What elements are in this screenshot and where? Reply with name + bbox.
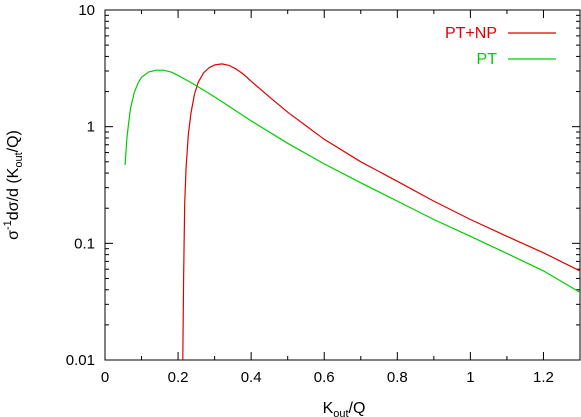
legend-label-pt-np: PT+NP [445,25,497,42]
x-axis-label: Kout/Q [323,400,366,417]
plot-frame [104,9,581,361]
x-tick-label: 1.2 [533,369,554,386]
x-tick-label: 0.6 [314,369,335,386]
x-tick-label: 0.2 [168,369,189,386]
legend-label-pt: PT [477,51,498,68]
y-tick-label: 0.01 [66,352,95,369]
x-tick-label: 0.8 [387,369,408,386]
series-lines [124,63,581,361]
series-line-pt [124,69,581,293]
tick-labels: 0 0.2 0.4 0.6 0.8 1 1.2 0.01 0.1 1 10 [66,2,554,386]
x-tick-label: 0 [101,369,109,386]
axis-ticks [104,9,581,361]
y-tick-label: 10 [78,2,95,19]
series-line-pt-np [182,63,581,361]
legend: PT+NP PT [445,25,556,68]
y-axis-label: σ-1dσ/d (Kout/Q) [2,130,25,240]
y-tick-label: 1 [87,119,95,136]
y-tick-label: 0.1 [74,235,95,252]
x-tick-label: 1 [466,369,474,386]
x-tick-label: 0.4 [241,369,262,386]
